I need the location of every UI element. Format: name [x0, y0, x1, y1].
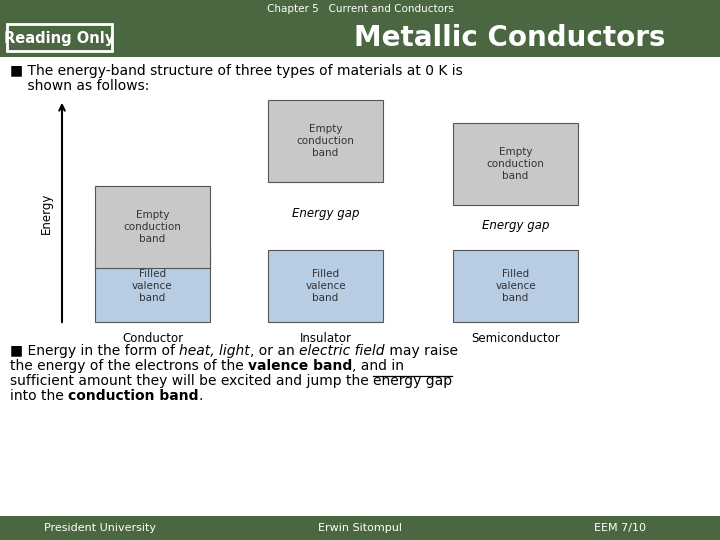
Text: EEM 7/10: EEM 7/10 — [594, 523, 646, 533]
Text: Metallic Conductors: Metallic Conductors — [354, 24, 666, 52]
Text: conduction band: conduction band — [68, 389, 199, 403]
Text: Filled
valence
band: Filled valence band — [132, 268, 173, 303]
Text: Empty
conduction
band: Empty conduction band — [487, 146, 544, 181]
Text: into the: into the — [10, 389, 68, 403]
Bar — [0, 0, 720, 18]
Text: energy gap: energy gap — [373, 374, 452, 388]
Text: Insulator: Insulator — [300, 332, 351, 345]
Text: Filled
valence
band: Filled valence band — [495, 268, 536, 303]
Bar — [0, 18, 720, 57]
Bar — [453, 250, 578, 322]
Text: heat, light: heat, light — [179, 344, 250, 358]
Text: Empty
conduction
band: Empty conduction band — [124, 210, 181, 245]
Text: Energy: Energy — [40, 192, 53, 234]
Bar — [95, 250, 210, 322]
Text: Conductor: Conductor — [122, 332, 183, 345]
Text: shown as follows:: shown as follows: — [10, 79, 149, 93]
Text: , or an: , or an — [250, 344, 300, 358]
Text: sufficient amount they will be excited and jump the: sufficient amount they will be excited a… — [10, 374, 373, 388]
Text: Empty
conduction
band: Empty conduction band — [297, 124, 354, 158]
Bar — [268, 250, 383, 322]
Text: Reading Only: Reading Only — [4, 30, 114, 45]
Text: Energy gap: Energy gap — [482, 219, 549, 233]
Text: Filled
valence
band: Filled valence band — [305, 268, 346, 303]
Text: electric field: electric field — [300, 344, 384, 358]
Text: Erwin Sitompul: Erwin Sitompul — [318, 523, 402, 533]
Text: .: . — [199, 389, 203, 403]
Bar — [7, 24, 112, 51]
Text: President University: President University — [44, 523, 156, 533]
Text: valence band: valence band — [248, 359, 352, 373]
Text: Energy gap: Energy gap — [292, 206, 359, 219]
Text: , and in: , and in — [352, 359, 405, 373]
Text: Semiconductor: Semiconductor — [471, 332, 560, 345]
Bar — [453, 123, 578, 205]
Bar — [0, 516, 720, 540]
Bar — [268, 100, 383, 182]
Text: may raise: may raise — [384, 344, 458, 358]
Text: ■ The energy-band structure of three types of materials at 0 K is: ■ The energy-band structure of three typ… — [10, 64, 463, 78]
Text: Chapter 5   Current and Conductors: Chapter 5 Current and Conductors — [266, 4, 454, 14]
Text: ■ Energy in the form of: ■ Energy in the form of — [10, 344, 179, 358]
Text: the energy of the electrons of the: the energy of the electrons of the — [10, 359, 248, 373]
Bar — [95, 186, 210, 268]
